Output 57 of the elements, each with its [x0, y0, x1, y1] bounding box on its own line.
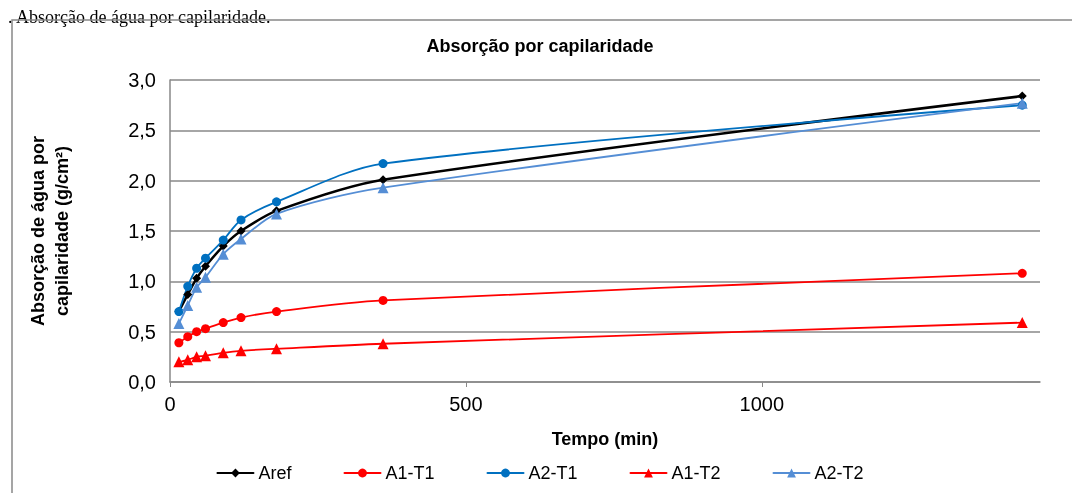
point — [377, 338, 389, 350]
point — [192, 263, 202, 273]
y-axis-title: Absorção de água por capilaridade (g/cm²) — [28, 135, 72, 327]
point — [192, 327, 202, 337]
point — [217, 248, 229, 260]
x-tick-label: 500 — [449, 393, 483, 415]
point — [236, 313, 246, 323]
point — [378, 175, 388, 185]
point — [1017, 268, 1027, 278]
point — [218, 318, 228, 328]
point — [173, 356, 185, 368]
legend-label: A2-T1 — [528, 463, 578, 483]
point — [378, 295, 388, 305]
point — [378, 159, 388, 169]
point — [183, 332, 193, 342]
point — [235, 345, 247, 357]
x-tick-label: 0 — [164, 393, 176, 415]
point — [271, 208, 283, 220]
point — [201, 253, 211, 263]
point — [377, 182, 389, 194]
y-tick-label: 1,0 — [128, 270, 156, 293]
point — [191, 281, 203, 293]
point — [217, 347, 229, 359]
point — [218, 235, 228, 245]
point — [192, 273, 202, 283]
point — [182, 299, 194, 311]
point — [272, 197, 282, 207]
point — [201, 324, 211, 334]
y-tick-label: 0,0 — [128, 371, 156, 393]
point — [271, 343, 283, 355]
y-tick-label: 2,5 — [128, 119, 156, 142]
y-tick-label: 0,5 — [128, 320, 156, 343]
x-axis-title: Tempo (min) — [551, 429, 659, 449]
x-tick-label: 1000 — [739, 393, 785, 415]
point — [183, 289, 193, 299]
y-tick-label: 2,0 — [128, 169, 156, 192]
text: . Absorção de água por capilaridade. — [8, 7, 271, 27]
point — [272, 307, 282, 317]
legend-label: A1-T1 — [385, 463, 435, 483]
legend-label: A1-T2 — [671, 463, 721, 483]
legend-label: A2-T2 — [814, 463, 864, 483]
point — [1017, 91, 1027, 101]
point — [200, 271, 212, 283]
point — [200, 350, 212, 362]
point — [235, 233, 247, 245]
point — [174, 338, 184, 348]
legend-label: Aref — [258, 463, 293, 483]
point — [201, 261, 211, 271]
point — [236, 215, 246, 225]
point — [1016, 317, 1028, 329]
point — [173, 318, 185, 330]
y-tick-label: 1,5 — [128, 220, 156, 242]
point — [183, 281, 193, 291]
point — [236, 226, 246, 236]
chart-title: Absorção por capilaridade — [426, 36, 654, 56]
point — [182, 354, 194, 366]
y-tick-label: 3,0 — [128, 69, 156, 91]
